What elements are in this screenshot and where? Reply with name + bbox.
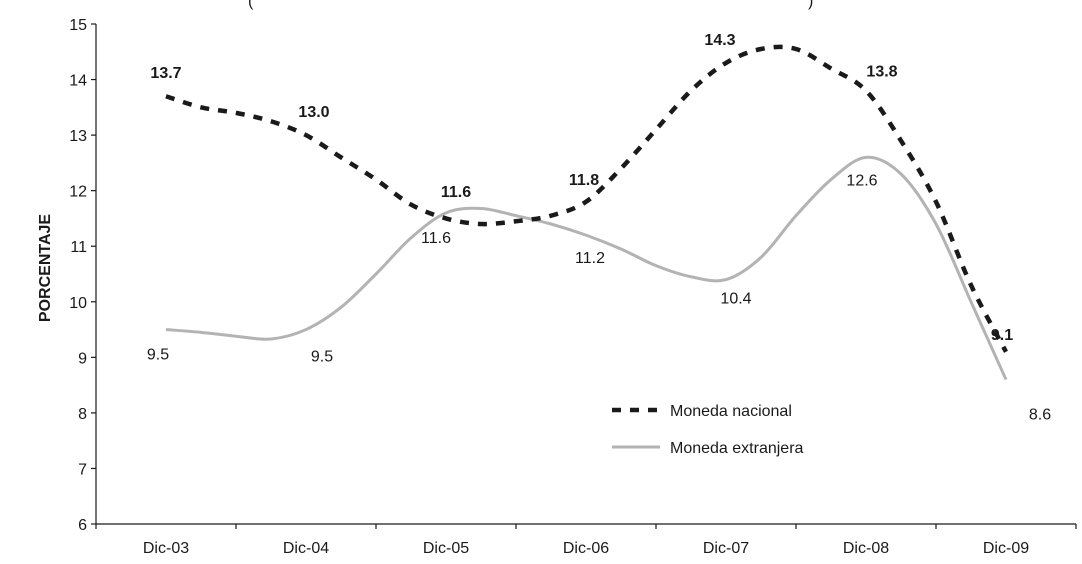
legend-label: Moneda nacional: [670, 403, 792, 420]
data-label-moneda-extranjera: 10.4: [720, 291, 751, 308]
chart-title-fragment: (: [248, 0, 254, 10]
x-tick-label: Dic-05: [423, 540, 469, 557]
y-tick-label: 11: [70, 239, 87, 256]
data-label-moneda-nacional: 11.6: [441, 184, 471, 201]
data-label-moneda-nacional: 9.1: [991, 327, 1013, 344]
y-tick-label: 6: [78, 517, 87, 534]
y-tick-label: 12: [69, 184, 87, 201]
y-tick-label: 8: [78, 406, 87, 423]
x-tick-label: Dic-06: [563, 540, 609, 557]
data-label-moneda-nacional: 14.3: [704, 32, 735, 49]
data-label-moneda-extranjera: 11.2: [575, 250, 605, 267]
data-label-moneda-extranjera: 11.6: [421, 230, 451, 247]
y-tick-label: 14: [69, 73, 87, 90]
data-label-moneda-nacional: 13.8: [866, 64, 897, 81]
y-tick-label: 7: [78, 461, 87, 478]
data-label-moneda-nacional: 11.8: [569, 172, 599, 189]
series-line-moneda-nacional: [165, 44, 1008, 353]
axes: 6 7 8 9 10 11 12 13 14 15 Dic-03 Dic-04 Dic-05 Dic-06…: [69, 17, 1077, 557]
legend-label: Moneda extranjera: [670, 440, 804, 457]
x-tick-label: Dic-08: [843, 540, 889, 557]
y-tick-label: 9: [78, 350, 87, 367]
data-labels: 13.7 13.0 11.6 11.8 14.3 13.8 9.1 9.5 9.5 11.6 11.…: [147, 32, 1051, 424]
x-tick-label: Dic-07: [703, 540, 749, 557]
y-tick-label: 13: [69, 128, 87, 145]
data-label-moneda-extranjera: 9.5: [147, 347, 169, 364]
y-tick-label: 10: [69, 295, 87, 312]
data-label-moneda-nacional: 13.0: [298, 104, 329, 121]
y-tick-label: 15: [69, 17, 87, 34]
x-tick-label: Dic-04: [283, 540, 329, 557]
y-axis-label: PORCENTAJE: [37, 214, 54, 322]
data-label-moneda-extranjera: 9.5: [311, 349, 333, 366]
data-label-moneda-nacional: 13.7: [150, 65, 181, 82]
legend: Moneda nacional Moneda extranjera: [612, 403, 804, 457]
series-line-moneda-extranjera: [165, 155, 1008, 381]
data-label-moneda-extranjera: 12.6: [846, 172, 877, 189]
data-label-moneda-extranjera: 8.6: [1029, 407, 1051, 424]
x-tick-label: Dic-09: [983, 540, 1029, 557]
series-layer: [165, 44, 1008, 381]
chart-title-fragment-right: ): [808, 0, 813, 10]
x-tick-label: Dic-03: [143, 540, 189, 557]
